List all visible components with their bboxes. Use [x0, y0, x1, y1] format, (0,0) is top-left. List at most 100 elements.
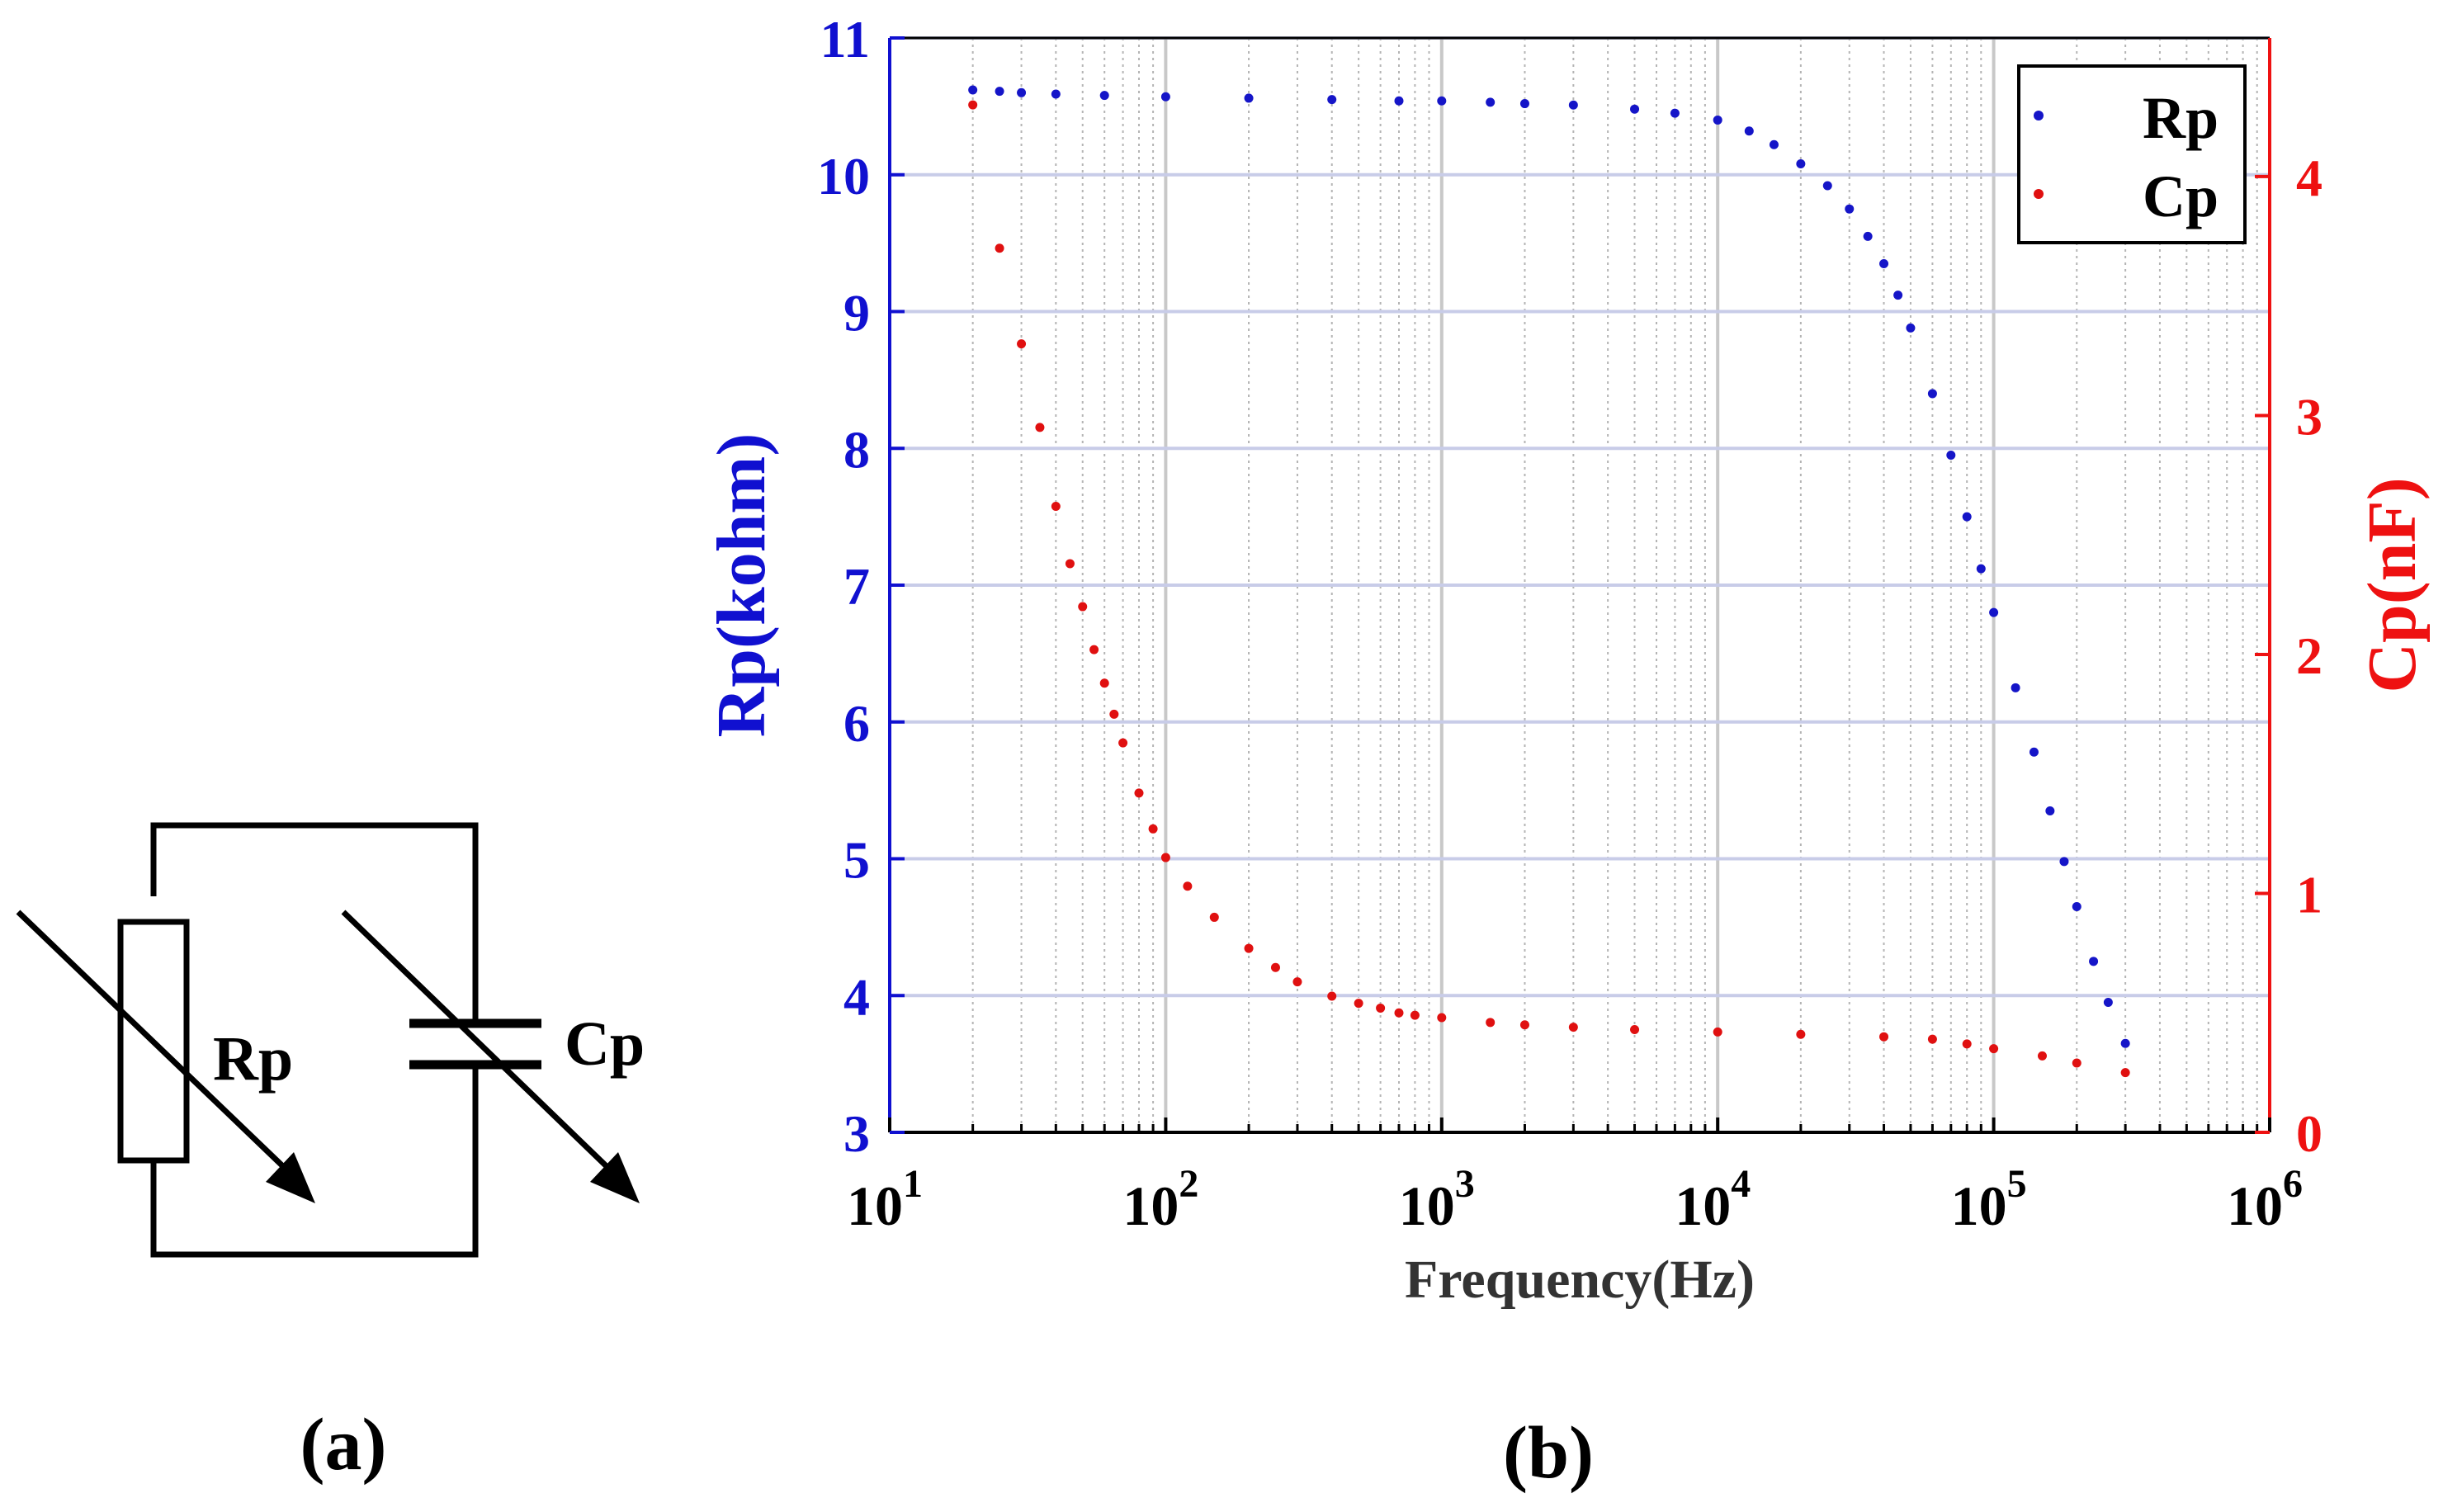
data-point-cp	[1376, 1003, 1386, 1013]
axes	[888, 36, 2271, 1134]
data-point-rp	[1927, 389, 1937, 399]
y-tick-label-left: 9	[843, 284, 870, 343]
data-point-cp	[1118, 738, 1128, 748]
data-point-cp	[2120, 1068, 2130, 1078]
data-point-cp	[1065, 559, 1075, 569]
data-point-cp	[1879, 1032, 1889, 1042]
circuit-diagram	[16, 822, 615, 1258]
data-point-cp	[1989, 1044, 1999, 1054]
data-point-cp	[1270, 962, 1280, 972]
data-point-rp	[1327, 95, 1337, 105]
data-point-rp	[1394, 96, 1404, 106]
capacitor-variable-arrow	[341, 910, 615, 1174]
y-tick-label-left: 8	[843, 420, 870, 479]
resistor-arrowhead	[266, 1152, 315, 1203]
data-point-rp	[1946, 451, 1956, 461]
data-point-rp	[2045, 806, 2055, 815]
y-axis-label-left: Rp(kohm)	[703, 433, 780, 738]
data-point-cp	[1354, 999, 1363, 1009]
y-tick-label-left: 4	[843, 967, 870, 1026]
resistor-rp	[117, 919, 190, 1164]
x-tick-label: 104	[1675, 1162, 1751, 1237]
data-point-cp	[1244, 943, 1254, 953]
data-point-cp	[1051, 501, 1061, 511]
data-point-cp	[1183, 881, 1193, 891]
y-tick-label-right: 0	[2296, 1104, 2323, 1163]
series-rp	[968, 85, 2130, 1048]
x-tick-label: 103	[1399, 1162, 1475, 1237]
legend-marker-cp	[2034, 189, 2044, 199]
data-point-rp	[1893, 291, 1903, 300]
data-point-cp	[1568, 1023, 1578, 1032]
data-point-cp	[1209, 912, 1219, 922]
data-point-rp	[1568, 100, 1578, 110]
data-point-rp	[1845, 204, 1855, 214]
data-point-rp	[1863, 231, 1873, 241]
y-tick-label-left: 3	[843, 1104, 870, 1163]
data-point-cp	[1160, 853, 1170, 862]
data-point-cp	[1099, 678, 1109, 688]
data-point-cp	[1394, 1008, 1404, 1018]
data-point-rp	[1822, 181, 1832, 191]
data-point-cp	[1109, 709, 1119, 719]
data-point-rp	[2072, 902, 2082, 912]
y-tick-labels-left: 3 4 5 6 7 8 9 10 11	[817, 10, 870, 1163]
legend-label-cp: Cp	[2143, 163, 2219, 229]
y-tick-label-right: 1	[2296, 865, 2323, 924]
y-tick-label-right: 2	[2296, 626, 2323, 685]
x-tick-label: 106	[2227, 1162, 2303, 1237]
data-point-cp	[1078, 602, 1088, 612]
legend-marker-rp	[2034, 111, 2044, 120]
chart: 101 102 103 104 105 106 3 4 5 6 7 8 9 10 11 0 1 2 3 4 Fre…	[703, 10, 2431, 1310]
data-point-rp	[1713, 115, 1722, 125]
data-point-rp	[2011, 683, 2020, 692]
y-tick-label-right: 4	[2296, 149, 2323, 207]
data-point-cp	[2072, 1058, 2082, 1068]
data-point-rp	[2120, 1038, 2130, 1048]
x-tick-label: 105	[1951, 1162, 2027, 1237]
data-point-cp	[1148, 824, 1158, 834]
data-point-rp	[968, 85, 978, 95]
data-point-rp	[1437, 96, 1447, 106]
data-point-rp	[1769, 139, 1779, 149]
data-point-rp	[1744, 126, 1754, 136]
data-point-cp	[1927, 1034, 1937, 1044]
data-point-rp	[1796, 158, 1806, 168]
x-tick-label: 102	[1122, 1162, 1198, 1237]
data-point-cp	[1796, 1029, 1806, 1039]
data-point-cp	[1962, 1039, 1972, 1049]
data-point-rp	[1160, 92, 1170, 102]
data-point-cp	[1327, 991, 1337, 1001]
y-tick-label-left: 10	[817, 147, 870, 206]
y-tick-labels-right: 0 1 2 3 4	[2296, 149, 2323, 1163]
capacitor-arrowhead	[590, 1152, 640, 1203]
y-tick-label-right: 3	[2296, 387, 2323, 446]
data-point-rp	[1670, 108, 1680, 118]
data-point-rp	[1962, 512, 1972, 522]
data-point-rp	[1051, 89, 1061, 99]
data-point-cp	[1035, 423, 1045, 432]
data-point-rp	[995, 87, 1004, 97]
data-point-cp	[1017, 339, 1027, 349]
circuit-wire-top	[150, 822, 479, 918]
legend-box	[2017, 64, 2247, 244]
data-point-rp	[1099, 91, 1109, 101]
data-point-cp	[1713, 1027, 1722, 1037]
data-point-cp	[995, 243, 1004, 253]
legend: Rp Cp	[2017, 64, 2247, 244]
data-point-cp	[968, 100, 978, 110]
resistor-label: Rp	[213, 1024, 293, 1094]
data-point-cp	[1410, 1010, 1420, 1020]
data-point-rp	[1976, 564, 1986, 574]
x-axis-label: Frequency(Hz)	[1405, 1250, 1755, 1310]
y-tick-label-left: 7	[843, 557, 870, 616]
data-point-cp	[1089, 645, 1099, 654]
data-point-cp	[1292, 977, 1302, 987]
resistor-variable-arrow	[16, 910, 291, 1174]
data-point-rp	[2059, 857, 2069, 867]
circuit-wire-bottom	[150, 1065, 479, 1258]
y-tick-label-left: 6	[843, 694, 870, 753]
data-point-cp	[1486, 1018, 1496, 1028]
x-tick-label: 101	[847, 1162, 923, 1237]
